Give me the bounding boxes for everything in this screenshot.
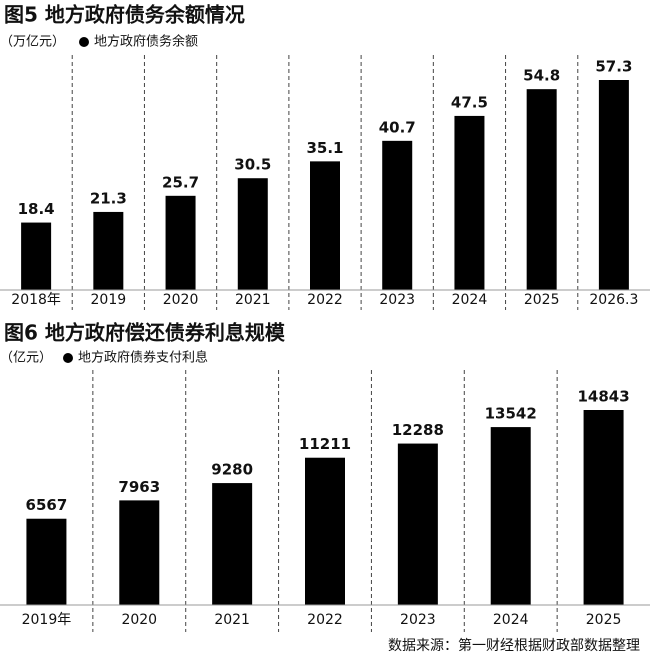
bar — [93, 211, 124, 290]
x-tick-label: 2021 — [214, 612, 250, 628]
x-tick-label: 2019年 — [22, 612, 72, 628]
legend-label: 地方政府债券支付利息 — [78, 350, 208, 366]
bar — [212, 483, 253, 605]
value-label: 7963 — [118, 478, 160, 496]
bar — [526, 89, 557, 291]
x-tick-label: 2018年 — [11, 292, 61, 308]
value-label: 11211 — [299, 435, 351, 453]
x-tick-label: 2023 — [379, 292, 415, 308]
bar — [454, 115, 485, 290]
value-label: 57.3 — [595, 58, 632, 76]
value-label: 47.5 — [451, 93, 488, 111]
bar — [305, 457, 345, 605]
x-tick-label: 2024 — [452, 292, 488, 308]
source-note: 数据来源：第一财经根据财政部数据整理 — [388, 637, 640, 654]
value-label: 30.5 — [234, 156, 271, 174]
x-tick-label: 2022 — [307, 292, 343, 308]
bar — [21, 222, 52, 290]
chart-title: 图5 地方政府债务余额情况 — [4, 3, 245, 27]
x-tick-label: 2022 — [307, 612, 343, 628]
value-label: 9280 — [211, 461, 253, 479]
value-label: 13542 — [485, 405, 537, 423]
unit-label: （亿元） — [0, 351, 52, 366]
bar — [310, 161, 340, 290]
x-tick-label: 2021 — [235, 292, 271, 308]
bar — [237, 178, 268, 290]
x-tick-label: 2020 — [163, 292, 199, 308]
value-label: 54.8 — [523, 67, 560, 85]
value-label: 35.1 — [306, 139, 343, 157]
value-label: 25.7 — [162, 173, 199, 191]
value-label: 40.7 — [379, 118, 416, 136]
x-tick-label: 2019 — [91, 292, 127, 308]
bar — [490, 427, 531, 605]
value-label: 6567 — [26, 496, 68, 514]
x-tick-label: 2025 — [586, 612, 622, 628]
bar — [397, 443, 438, 605]
value-label: 14843 — [577, 388, 629, 406]
x-tick-label: 2024 — [493, 612, 529, 628]
bar — [598, 80, 629, 290]
legend-label: 地方政府债务余额 — [94, 34, 198, 50]
bar — [119, 500, 160, 605]
x-tick-label: 2025 — [524, 292, 560, 308]
bar — [26, 518, 67, 605]
bar — [165, 195, 196, 290]
legend-marker — [79, 37, 89, 47]
x-tick-label: 2020 — [121, 612, 157, 628]
bar — [583, 410, 624, 605]
value-label: 21.3 — [90, 189, 127, 207]
x-tick-label: 2026.3 — [589, 292, 638, 308]
value-label: 12288 — [392, 421, 444, 439]
legend-marker — [63, 353, 73, 363]
x-tick-label: 2023 — [400, 612, 436, 628]
bar — [382, 140, 413, 290]
chart-title: 图6 地方政府偿还债券利息规模 — [4, 321, 286, 345]
unit-label: （万亿元） — [0, 35, 65, 50]
value-label: 18.4 — [18, 200, 55, 218]
